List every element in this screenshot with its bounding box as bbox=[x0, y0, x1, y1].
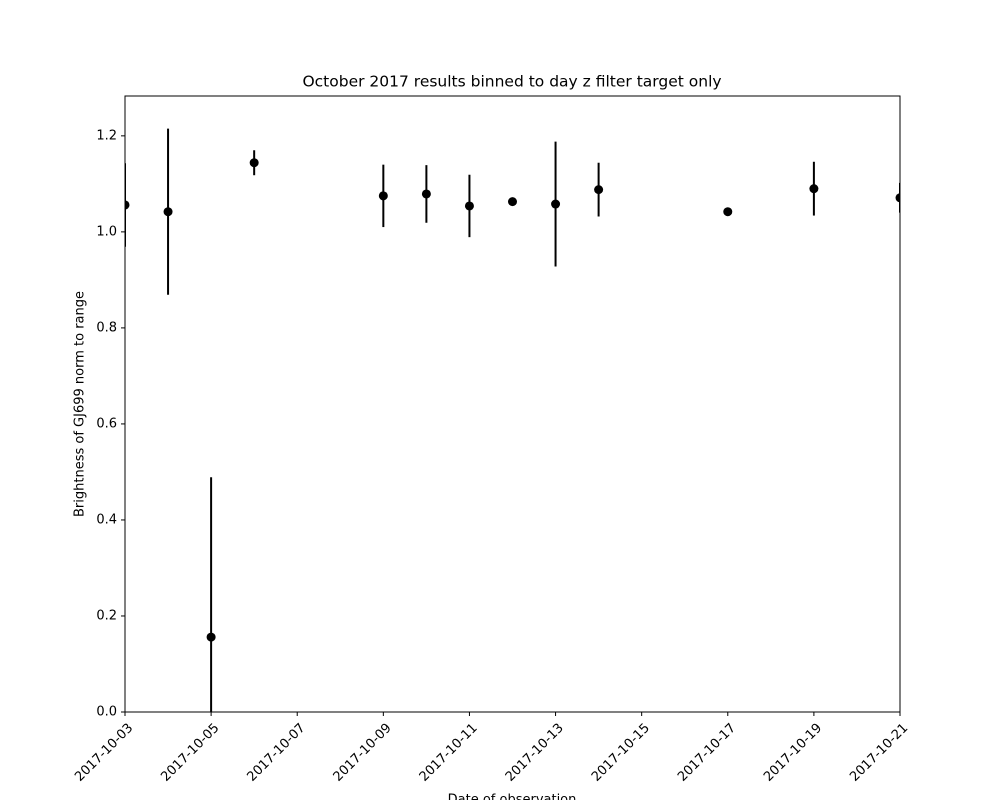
data-point bbox=[594, 185, 604, 195]
axes-frame bbox=[124, 95, 901, 713]
x-tick-label: 2017-10-17 bbox=[675, 721, 739, 785]
x-tick-label: 2017-10-11 bbox=[417, 721, 481, 785]
x-tick-label: 2017-10-03 bbox=[72, 721, 136, 785]
x-tick-label: 2017-10-15 bbox=[589, 721, 653, 785]
data-point bbox=[723, 207, 733, 217]
x-tick-label: 2017-10-19 bbox=[761, 721, 825, 785]
data-point bbox=[464, 201, 474, 211]
x-tick-label: 2017-10-07 bbox=[244, 721, 308, 785]
y-tick-label: 0.2 bbox=[96, 608, 117, 623]
y-tick-label: 0.8 bbox=[96, 320, 117, 335]
y-tick-label: 1.0 bbox=[96, 224, 117, 239]
data-point bbox=[809, 184, 819, 194]
data-point bbox=[206, 632, 216, 642]
data-point bbox=[125, 200, 130, 210]
data-point bbox=[163, 207, 173, 217]
data-point bbox=[895, 193, 900, 203]
y-tick-label: 0.4 bbox=[96, 512, 117, 527]
y-axis-label: Brightness of GJ699 norm to range bbox=[73, 291, 88, 517]
y-tick-label: 0.6 bbox=[96, 416, 117, 431]
data-point bbox=[551, 199, 561, 209]
x-tick-label: 2017-10-09 bbox=[331, 721, 395, 785]
y-tick-label: 0.0 bbox=[96, 705, 117, 720]
data-point bbox=[421, 189, 431, 199]
data-point bbox=[249, 158, 259, 168]
x-tick-label: 2017-10-05 bbox=[158, 721, 222, 785]
x-tick-label: 2017-10-21 bbox=[847, 721, 911, 785]
x-axis-label: Date of observation bbox=[448, 793, 577, 800]
y-tick-label: 1.2 bbox=[96, 128, 117, 143]
chart-title: October 2017 results binned to day z fil… bbox=[302, 73, 721, 91]
plot-area bbox=[125, 128, 900, 712]
data-point bbox=[508, 197, 517, 207]
data-point bbox=[378, 191, 388, 201]
x-tick-label: 2017-10-13 bbox=[503, 721, 567, 785]
